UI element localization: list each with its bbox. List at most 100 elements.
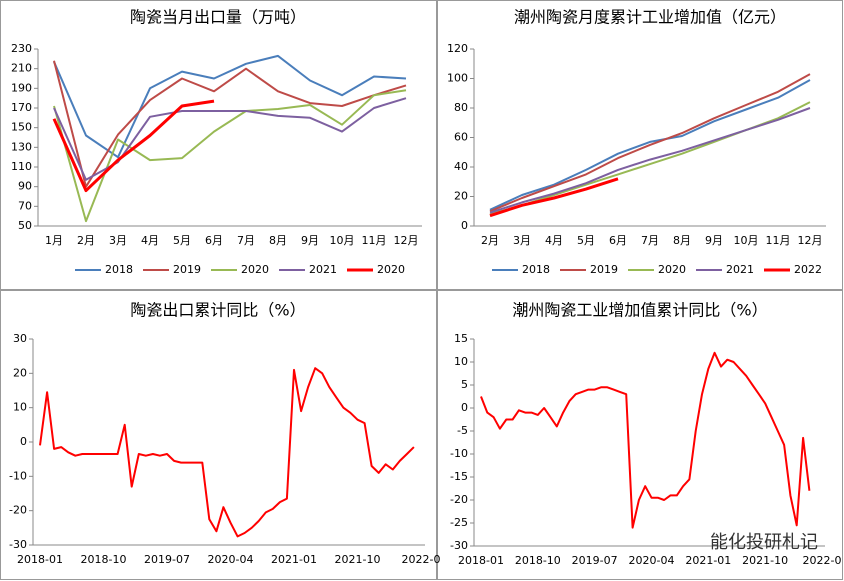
panel-frame — [437, 0, 843, 290]
x-tick-label: 2月 — [77, 234, 95, 247]
chart-title: 陶瓷出口累计同比（%） — [130, 301, 305, 320]
data-line — [53, 54, 407, 159]
x-tick-label: 4月 — [141, 234, 159, 247]
y-tick-label: -15 — [450, 470, 468, 483]
y-tick-label: -30 — [9, 538, 27, 551]
x-tick-label: 5月 — [173, 234, 191, 247]
y-tick-label: -20 — [9, 504, 27, 517]
x-tick-label: 6月 — [609, 234, 627, 247]
x-tick-label: 2022-0 — [402, 553, 441, 566]
y-tick-label: -20 — [450, 493, 468, 506]
x-tick-label: 2019-07 — [144, 553, 190, 566]
legend-label: 2020 — [658, 263, 686, 276]
x-tick-label: 5月 — [577, 234, 595, 247]
x-tick-label: 4月 — [545, 234, 563, 247]
x-tick-label: 12月 — [798, 234, 823, 247]
x-tick-label: 2019-07 — [572, 554, 618, 567]
x-tick-label: 11月 — [766, 234, 791, 247]
legend-label: 2018 — [105, 263, 133, 276]
x-tick-label: 7月 — [237, 234, 255, 247]
data-line — [39, 367, 415, 538]
chart-title: 陶瓷当月出口量（万吨） — [130, 8, 306, 27]
y-tick-label: -25 — [450, 516, 468, 529]
legend-label: 2019 — [173, 263, 201, 276]
watermark: 能化投研札记 — [710, 532, 818, 553]
y-tick-label: 170 — [11, 101, 32, 114]
chart-title: 潮州陶瓷月度累计工业增加值（亿元） — [514, 8, 786, 27]
data-line — [53, 60, 407, 188]
y-tick-label: -30 — [450, 539, 468, 552]
legend-label: 2021 — [726, 263, 754, 276]
panel-frame — [0, 0, 437, 290]
x-tick-label: 2021-10 — [742, 554, 788, 567]
y-tick-label: 60 — [454, 131, 468, 144]
x-tick-label: 2018-01 — [458, 554, 504, 567]
y-tick-label: 110 — [11, 160, 32, 173]
y-tick-label: 20 — [13, 366, 27, 379]
x-tick-label: 2018-10 — [81, 553, 127, 566]
x-tick-label: 11月 — [362, 234, 387, 247]
data-line — [53, 89, 407, 223]
y-tick-label: 0 — [461, 219, 468, 232]
y-tick-label: 10 — [13, 401, 27, 414]
x-tick-label: 10月 — [330, 234, 355, 247]
y-tick-label: 100 — [447, 72, 468, 85]
x-tick-label: 8月 — [269, 234, 287, 247]
y-tick-label: 40 — [454, 160, 468, 173]
y-tick-label: 210 — [11, 62, 32, 75]
x-tick-label: 9月 — [705, 234, 723, 247]
legend-label: 2021 — [309, 263, 337, 276]
x-tick-label: 2018-01 — [17, 553, 63, 566]
x-tick-label: 3月 — [513, 234, 531, 247]
x-tick-label: 6月 — [205, 234, 223, 247]
data-line — [489, 79, 811, 211]
x-tick-label: 2022-0 — [803, 554, 842, 567]
x-tick-label: 2018-10 — [515, 554, 561, 567]
y-tick-label: 50 — [18, 219, 32, 232]
x-tick-label: 9月 — [301, 234, 319, 247]
x-tick-label: 2月 — [481, 234, 499, 247]
y-tick-label: 80 — [454, 101, 468, 114]
y-tick-label: 130 — [11, 140, 32, 153]
x-tick-label: 2021-10 — [335, 553, 381, 566]
x-tick-label: 1月 — [45, 234, 63, 247]
x-tick-label: 12月 — [394, 234, 419, 247]
data-line — [480, 351, 811, 529]
y-tick-label: 0 — [461, 401, 468, 414]
x-tick-label: 10月 — [734, 234, 759, 247]
y-tick-label: 10 — [454, 355, 468, 368]
x-tick-label: 2021-01 — [685, 554, 731, 567]
y-tick-label: 15 — [454, 332, 468, 345]
x-tick-label: 3月 — [109, 234, 127, 247]
panel-frame — [437, 290, 843, 580]
y-tick-label: 70 — [18, 199, 32, 212]
chart-title: 潮州陶瓷工业增加值累计同比（%） — [512, 301, 767, 320]
legend-label: 2020 — [241, 263, 269, 276]
y-tick-label: 0 — [20, 435, 27, 448]
y-tick-label: 30 — [13, 332, 27, 345]
legend-label: 2022 — [794, 263, 822, 276]
y-tick-label: 20 — [454, 190, 468, 203]
data-line — [52, 99, 215, 193]
data-line — [489, 73, 811, 213]
data-line — [489, 177, 619, 218]
y-tick-label: 120 — [447, 42, 468, 55]
y-tick-label: -5 — [457, 424, 468, 437]
y-tick-label: 5 — [461, 378, 468, 391]
y-tick-label: -10 — [9, 469, 27, 482]
x-tick-label: 2021-01 — [271, 553, 317, 566]
legend-label: 2019 — [590, 263, 618, 276]
data-line — [489, 107, 811, 214]
legend-label: 2020 — [377, 263, 405, 276]
y-tick-label: -10 — [450, 447, 468, 460]
y-tick-label: 230 — [11, 42, 32, 55]
x-tick-label: 2020-04 — [629, 554, 675, 567]
y-tick-label: 190 — [11, 81, 32, 94]
data-line — [53, 97, 407, 181]
panel-frame — [0, 290, 437, 580]
x-tick-label: 7月 — [641, 234, 659, 247]
x-tick-label: 2020-04 — [208, 553, 254, 566]
y-tick-label: 90 — [18, 180, 32, 193]
x-tick-label: 8月 — [673, 234, 691, 247]
